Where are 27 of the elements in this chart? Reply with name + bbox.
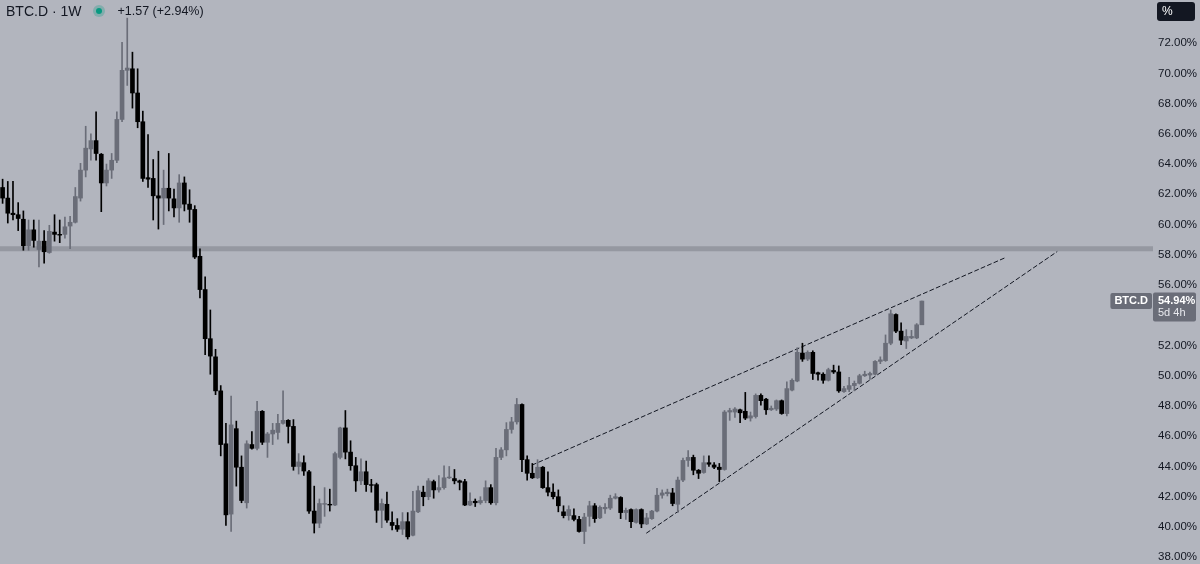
text: 54.94% [1158, 294, 1196, 307]
y-tick-label: 44.00% [1158, 459, 1198, 472]
text: 5d 4h [1158, 306, 1186, 319]
y-tick-label: 72.00% [1158, 36, 1198, 49]
y-tick-label: 40.00% [1158, 520, 1198, 533]
y-tick-label: 50.00% [1158, 368, 1198, 381]
y-tick-label: 70.00% [1158, 66, 1198, 79]
y-axis-title: % [1157, 2, 1195, 21]
chart-title: BTC.D · 1W [6, 3, 82, 19]
chart-subtitle: +1.57 (+2.94%) [117, 4, 204, 18]
candlestick [727, 407, 733, 421]
y-tick-label: 38.00% [1158, 550, 1198, 563]
candlestick [15, 202, 21, 231]
y-tick-label: 52.00% [1158, 338, 1198, 351]
y-tick-label: 66.00% [1158, 126, 1198, 139]
y-tick-label: 42.00% [1158, 489, 1198, 502]
y-tick-label: 60.00% [1158, 217, 1198, 230]
y-tick-label: 62.00% [1158, 187, 1198, 200]
y-tick-label: 56.00% [1158, 278, 1198, 291]
y-tick-label: 58.00% [1158, 247, 1198, 260]
y-tick-label: 64.00% [1158, 157, 1198, 170]
annotation: BTC.D [1114, 294, 1149, 307]
y-tick-label: 68.00% [1158, 96, 1198, 109]
y-tick-label: 48.00% [1158, 399, 1198, 412]
candlestick [742, 392, 748, 420]
y-tick-label: 46.00% [1158, 429, 1198, 442]
candlestick [166, 153, 172, 212]
